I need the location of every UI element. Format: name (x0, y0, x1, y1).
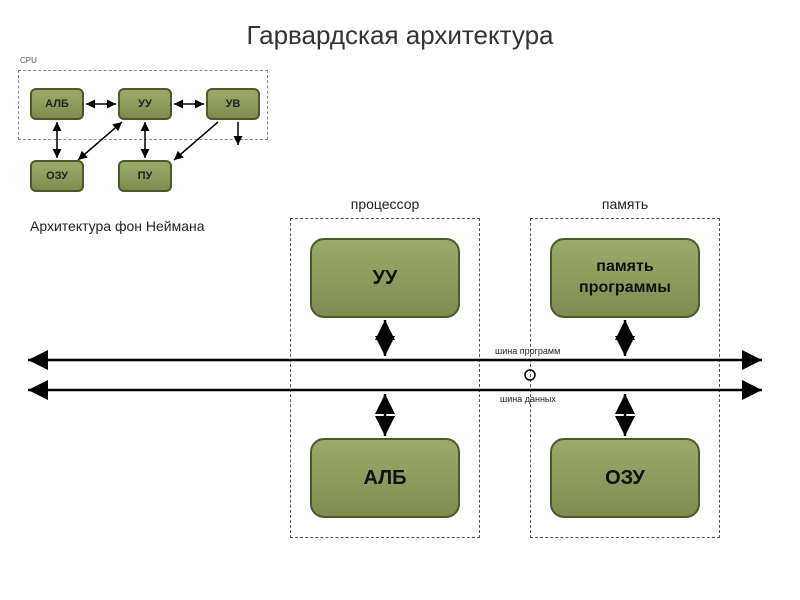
small-arrows (18, 60, 288, 200)
bus-program-label: шина программ (495, 346, 560, 356)
bus-data-label: шина данных (500, 394, 556, 404)
page-title: Гарвардская архитектура (0, 0, 800, 51)
von-neumann-diagram: CPU АЛБ УУ УВ ОЗУ ПУ (18, 60, 288, 200)
bus-lines (20, 190, 800, 570)
harvard-diagram: процессор память УУ АЛБ памятьпрограммы … (250, 190, 780, 570)
